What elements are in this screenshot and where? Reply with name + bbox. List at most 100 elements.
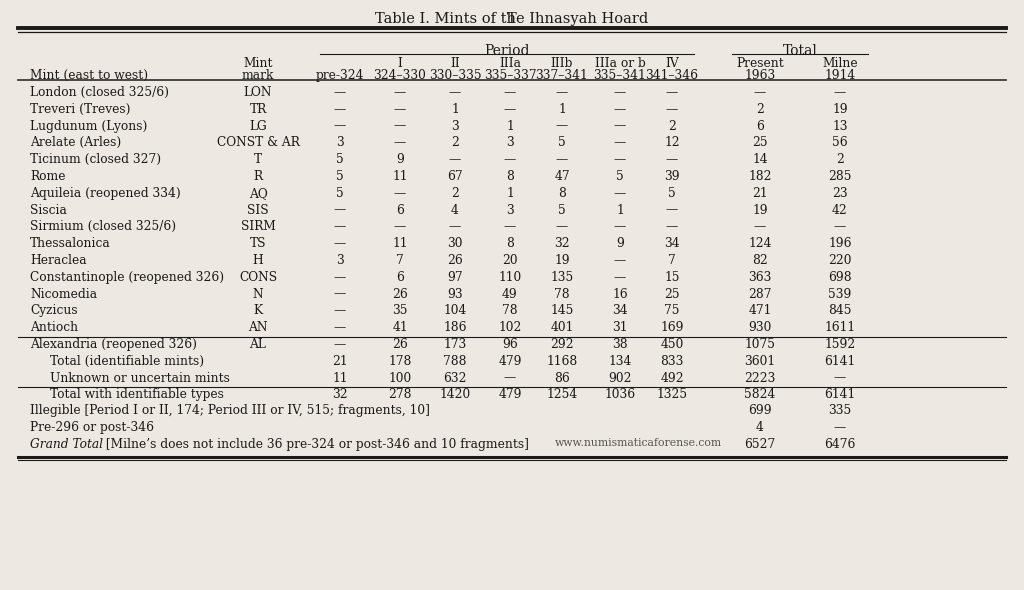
Text: —: — <box>613 120 626 133</box>
Text: 292: 292 <box>550 338 573 351</box>
Text: TR: TR <box>250 103 266 116</box>
Text: Antioch: Antioch <box>30 321 78 334</box>
Text: London (closed 325/6): London (closed 325/6) <box>30 86 169 99</box>
Text: 9: 9 <box>396 153 403 166</box>
Text: 287: 287 <box>749 287 772 300</box>
Text: —: — <box>449 86 461 99</box>
Text: 341–346: 341–346 <box>645 69 698 82</box>
Text: 21: 21 <box>753 187 768 200</box>
Text: 6141: 6141 <box>824 355 856 368</box>
Text: —: — <box>666 204 678 217</box>
Text: —: — <box>754 221 766 234</box>
Text: 471: 471 <box>749 304 772 317</box>
Text: Total: Total <box>782 44 817 58</box>
Text: 632: 632 <box>443 372 467 385</box>
Text: —: — <box>504 372 516 385</box>
Text: 110: 110 <box>499 271 521 284</box>
Text: 93: 93 <box>447 287 463 300</box>
Text: Mint (east to west): Mint (east to west) <box>30 69 148 82</box>
Text: Treveri (Treves): Treveri (Treves) <box>30 103 130 116</box>
Text: Pre-296 or post-346: Pre-296 or post-346 <box>30 421 154 434</box>
Text: 26: 26 <box>447 254 463 267</box>
Text: 5: 5 <box>668 187 676 200</box>
Text: Grand Total: Grand Total <box>30 438 103 451</box>
Text: —: — <box>334 103 346 116</box>
Text: 4: 4 <box>756 421 764 434</box>
Text: SIRM: SIRM <box>241 221 275 234</box>
Text: LON: LON <box>244 86 272 99</box>
Text: —: — <box>834 372 846 385</box>
Text: 1: 1 <box>616 204 624 217</box>
Text: —: — <box>394 136 407 149</box>
Text: 539: 539 <box>828 287 852 300</box>
Text: 833: 833 <box>660 355 684 368</box>
Text: Siscia: Siscia <box>30 204 67 217</box>
Text: 3: 3 <box>336 254 344 267</box>
Text: —: — <box>666 221 678 234</box>
Text: 1075: 1075 <box>744 338 775 351</box>
Text: 31: 31 <box>612 321 628 334</box>
Text: 26: 26 <box>392 338 408 351</box>
Text: 1254: 1254 <box>547 388 578 401</box>
Text: 19: 19 <box>753 204 768 217</box>
Text: AL: AL <box>250 338 266 351</box>
Text: —: — <box>504 103 516 116</box>
Text: —: — <box>334 120 346 133</box>
Text: —: — <box>334 237 346 250</box>
Text: 124: 124 <box>749 237 772 250</box>
Text: 6: 6 <box>396 271 403 284</box>
Text: T: T <box>507 12 517 26</box>
Text: 34: 34 <box>612 304 628 317</box>
Text: 6: 6 <box>396 204 403 217</box>
Text: 5: 5 <box>336 187 344 200</box>
Text: R: R <box>253 170 262 183</box>
Text: —: — <box>613 136 626 149</box>
Text: Ticinum (closed 327): Ticinum (closed 327) <box>30 153 161 166</box>
Text: 7: 7 <box>396 254 403 267</box>
Text: Milne: Milne <box>822 57 858 70</box>
Text: 220: 220 <box>828 254 852 267</box>
Text: 25: 25 <box>665 287 680 300</box>
Text: —: — <box>613 153 626 166</box>
Text: CONST & AR: CONST & AR <box>216 136 299 149</box>
Text: 479: 479 <box>499 388 522 401</box>
Text: 5: 5 <box>616 170 624 183</box>
Text: T: T <box>254 153 262 166</box>
Text: —: — <box>666 153 678 166</box>
Text: 186: 186 <box>443 321 467 334</box>
Text: 6141: 6141 <box>824 388 856 401</box>
Text: 902: 902 <box>608 372 632 385</box>
Text: 86: 86 <box>554 372 570 385</box>
Text: 492: 492 <box>660 372 684 385</box>
Text: 169: 169 <box>660 321 684 334</box>
Text: 3601: 3601 <box>744 355 775 368</box>
Text: 78: 78 <box>502 304 518 317</box>
Text: 178: 178 <box>388 355 412 368</box>
Text: Thessalonica: Thessalonica <box>30 237 111 250</box>
Text: 11: 11 <box>392 170 408 183</box>
Text: Heraclea: Heraclea <box>30 254 87 267</box>
Text: 34: 34 <box>665 237 680 250</box>
Text: 845: 845 <box>828 304 852 317</box>
Text: 4: 4 <box>451 204 459 217</box>
Text: Illegible [Period I or II, 174; Period III or IV, 515; fragments, 10]: Illegible [Period I or II, 174; Period I… <box>30 404 430 417</box>
Text: —: — <box>754 86 766 99</box>
Text: —: — <box>834 421 846 434</box>
Text: 12: 12 <box>665 136 680 149</box>
Text: 5824: 5824 <box>744 388 776 401</box>
Text: 5: 5 <box>336 170 344 183</box>
Text: 335–341: 335–341 <box>594 69 646 82</box>
Text: Cyzicus: Cyzicus <box>30 304 78 317</box>
Text: 21: 21 <box>332 355 348 368</box>
Text: 5: 5 <box>558 204 566 217</box>
Text: 67: 67 <box>447 170 463 183</box>
Text: —: — <box>394 221 407 234</box>
Text: —: — <box>613 221 626 234</box>
Text: 3: 3 <box>506 204 514 217</box>
Text: 75: 75 <box>665 304 680 317</box>
Text: 1: 1 <box>506 120 514 133</box>
Text: 1611: 1611 <box>824 321 856 334</box>
Text: 330–335: 330–335 <box>429 69 481 82</box>
Text: 698: 698 <box>828 271 852 284</box>
Text: 8: 8 <box>506 170 514 183</box>
